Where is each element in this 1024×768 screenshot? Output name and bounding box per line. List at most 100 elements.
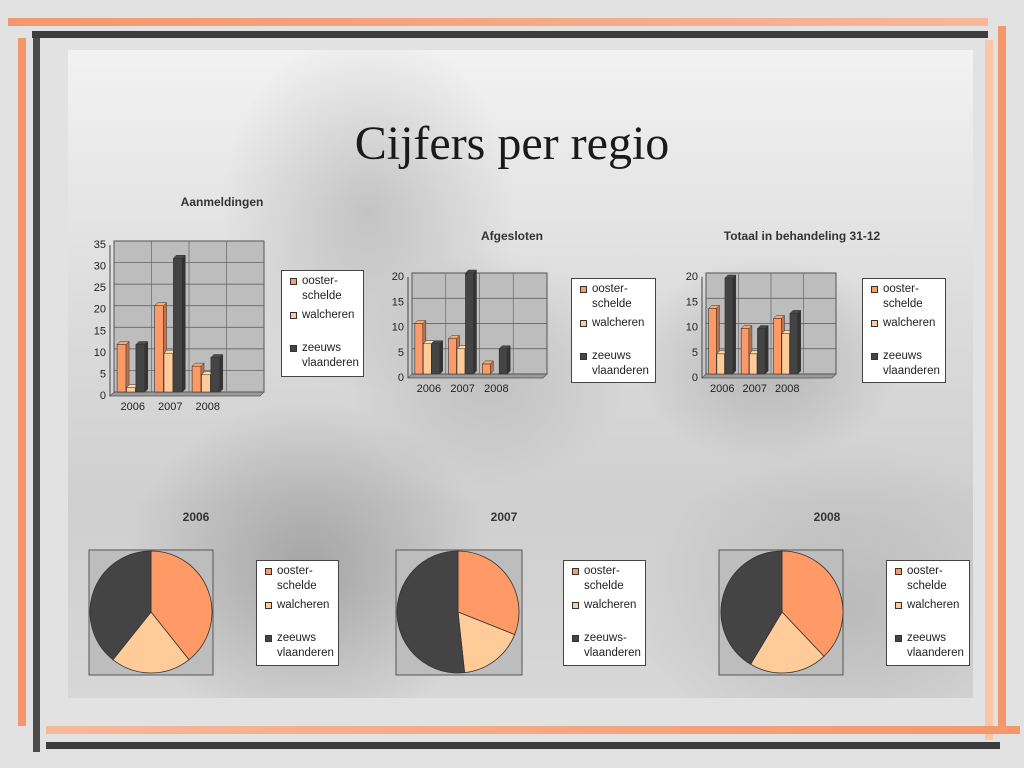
legend-label: ooster- bbox=[302, 275, 338, 287]
legend-label: zeeuws bbox=[907, 632, 946, 644]
y-tick-label: 10 bbox=[94, 347, 106, 359]
legend-item: walcheren bbox=[265, 598, 334, 613]
y-tick-label: 25 bbox=[94, 282, 106, 294]
legend-item: zeeuws vlaanderen bbox=[290, 341, 359, 371]
bar bbox=[210, 357, 221, 393]
bar bbox=[740, 328, 750, 375]
bar-side bbox=[219, 353, 224, 393]
y-tick-label: 10 bbox=[686, 322, 698, 334]
bar bbox=[173, 257, 183, 393]
legend-label: walcheren bbox=[592, 317, 645, 329]
legend-label: zeeuws- bbox=[584, 632, 627, 644]
bar-side bbox=[182, 254, 186, 393]
bar bbox=[789, 313, 798, 375]
plot-floor bbox=[701, 373, 837, 379]
legend-swatch bbox=[290, 345, 297, 352]
y-tick-label: 0 bbox=[398, 372, 404, 384]
legend-label: schelde bbox=[592, 298, 632, 310]
bar bbox=[724, 277, 733, 375]
legend-label: schelde bbox=[907, 580, 947, 592]
bar-top bbox=[708, 305, 721, 309]
legend-pie2008: ooster-schelde walcheren zeeuws vlaanderen bbox=[886, 560, 970, 666]
frame-top-dark-line bbox=[32, 31, 988, 38]
bar-top bbox=[756, 325, 769, 329]
y-tick-label: 20 bbox=[392, 271, 404, 283]
legend-swatch bbox=[572, 635, 579, 642]
legend-swatch bbox=[871, 286, 878, 293]
bar bbox=[422, 343, 432, 375]
bar-top bbox=[464, 269, 478, 274]
legend-item: zeeuws vlaanderen bbox=[895, 631, 965, 661]
bar-top bbox=[740, 325, 753, 329]
legend-label: ooster- bbox=[584, 565, 620, 577]
legend-label: zeeuws bbox=[302, 342, 341, 354]
legend-item: ooster-schelde bbox=[290, 274, 359, 304]
pie-slice bbox=[720, 550, 783, 665]
legend-swatch bbox=[580, 320, 587, 327]
y-tick-label: 10 bbox=[392, 322, 404, 334]
legend-label: zeeuws bbox=[277, 632, 316, 644]
bar-top bbox=[135, 341, 149, 345]
legend-item: ooster-schelde bbox=[871, 282, 941, 312]
legend-swatch bbox=[871, 353, 878, 360]
bar bbox=[716, 353, 725, 375]
legend-item: zeeuws-vlaanderen bbox=[572, 631, 641, 661]
legend-item: ooster-schelde bbox=[895, 564, 965, 594]
y-tick-label: 15 bbox=[686, 296, 698, 308]
bar-side bbox=[797, 309, 801, 375]
legend-label: schelde bbox=[584, 580, 624, 592]
x-tick-label: 2007 bbox=[743, 383, 767, 395]
bar-side bbox=[125, 340, 130, 393]
legend-label: schelde bbox=[883, 298, 923, 310]
legend-item: walcheren bbox=[290, 308, 359, 323]
legend-label: vlaanderen bbox=[302, 357, 359, 369]
plot-floor bbox=[407, 373, 548, 379]
legend-item: walcheren bbox=[871, 316, 941, 331]
pie-slice bbox=[457, 611, 516, 674]
legend-item: ooster-schelde bbox=[572, 564, 641, 594]
bar-side bbox=[144, 340, 149, 393]
bar-top bbox=[724, 274, 737, 279]
y-tick-label: 5 bbox=[692, 347, 698, 359]
legend-swatch bbox=[572, 568, 579, 575]
bar bbox=[448, 338, 457, 375]
legend-item: zeeuws vlaanderen bbox=[265, 631, 334, 661]
x-tick-label: 2008 bbox=[484, 383, 508, 395]
bar-side bbox=[473, 269, 477, 375]
legend-swatch bbox=[871, 320, 878, 327]
frame-right-orange-line bbox=[998, 26, 1006, 726]
legend-swatch bbox=[580, 353, 587, 360]
legend-label: ooster- bbox=[907, 565, 943, 577]
legend-swatch bbox=[580, 286, 587, 293]
legend-swatch bbox=[290, 312, 297, 319]
bar bbox=[465, 272, 474, 375]
legend-item: ooster-schelde bbox=[580, 282, 651, 312]
legend-item: zeeuws vlaanderen bbox=[871, 349, 941, 379]
x-tick-label: 2008 bbox=[196, 401, 220, 413]
legend-label: walcheren bbox=[883, 317, 936, 329]
legend-swatch bbox=[572, 602, 579, 609]
legend-item: zeeuws vlaanderen bbox=[580, 349, 651, 379]
pie-slice bbox=[457, 550, 520, 636]
bar bbox=[201, 374, 211, 393]
bar bbox=[708, 308, 717, 375]
legend-label: walcheren bbox=[584, 599, 637, 611]
y-tick-label: 0 bbox=[692, 372, 698, 384]
legend-pie2006: ooster-schelde walcheren zeeuws vlaanderen bbox=[256, 560, 339, 666]
y-tick-label: 35 bbox=[94, 239, 106, 251]
bar bbox=[482, 363, 491, 375]
bar-top bbox=[447, 335, 461, 339]
pie-chart-pie2007: 2007 bbox=[395, 510, 523, 676]
bar-top bbox=[422, 340, 435, 344]
legend-label: schelde bbox=[302, 290, 342, 302]
legend-label: walcheren bbox=[907, 599, 960, 611]
bar-top bbox=[789, 310, 802, 314]
legend-label: vlaanderen bbox=[277, 647, 334, 659]
frame-bottom-dark-line bbox=[46, 742, 1000, 749]
bar-chart-aanmeldingen: Aanmeldingen 0 5 10 15 20 25 30 35 2006 2007 2008 bbox=[94, 195, 265, 413]
x-tick-label: 2007 bbox=[158, 401, 182, 413]
y-tick-label: 20 bbox=[94, 304, 106, 316]
slide-title: Cijfers per regio bbox=[354, 117, 670, 170]
legend-swatch bbox=[895, 568, 902, 575]
y-tick-label: 15 bbox=[94, 325, 106, 337]
